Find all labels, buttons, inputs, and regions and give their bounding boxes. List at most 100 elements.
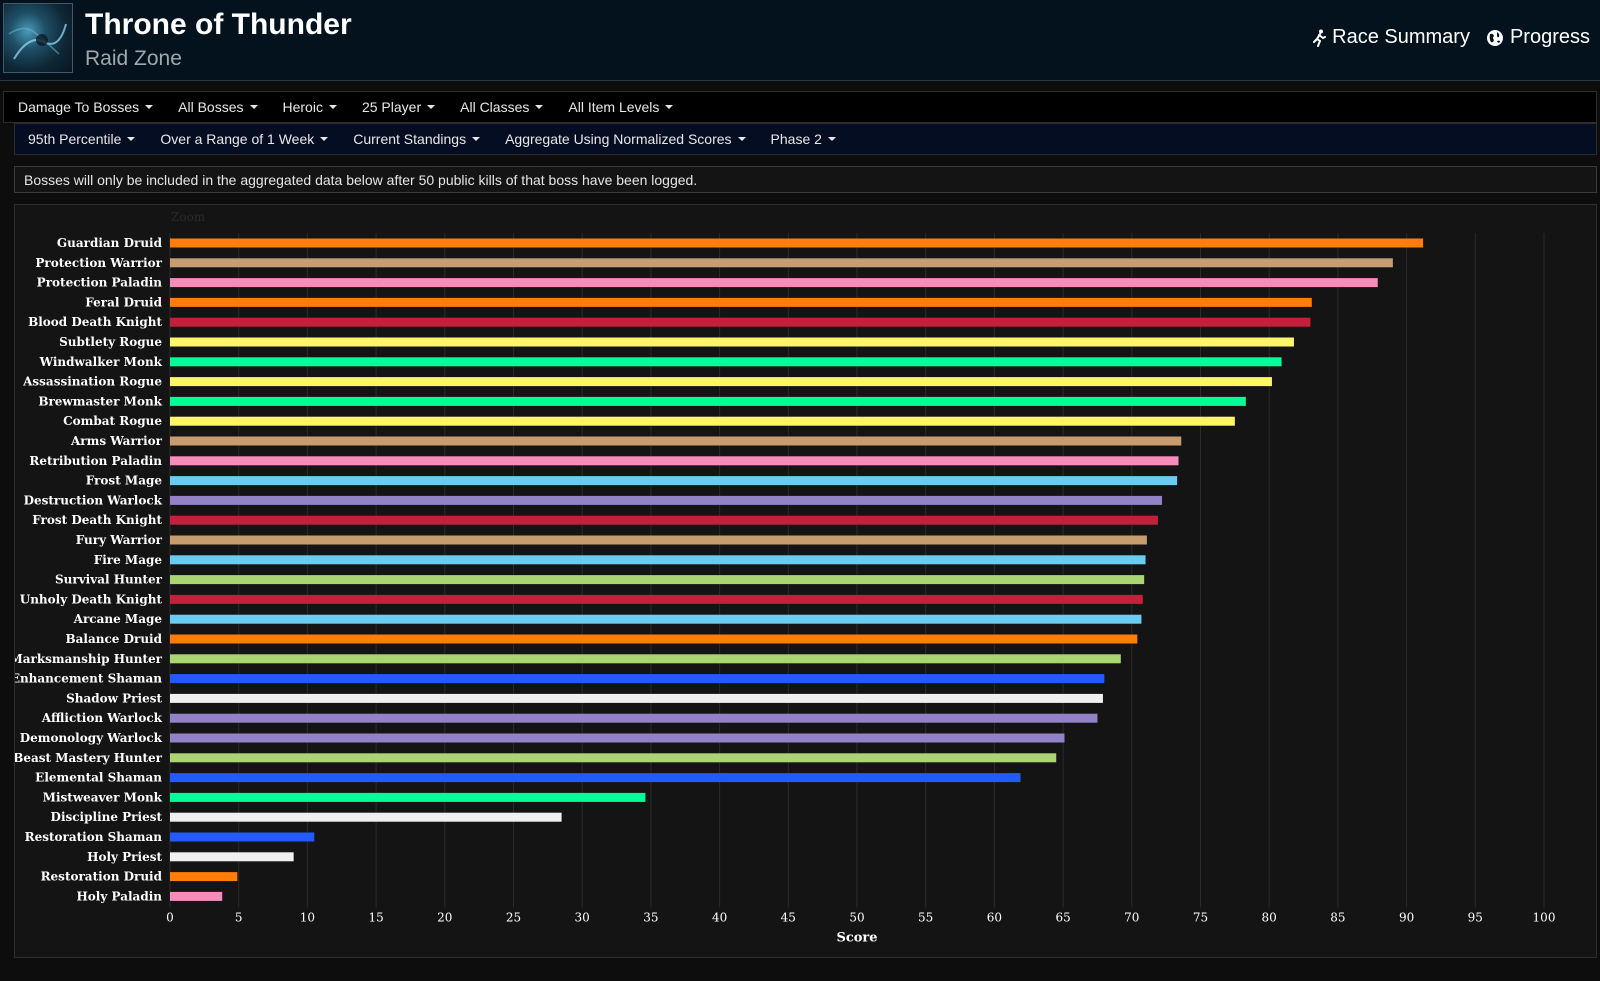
item-level-dropdown[interactable]: All Item Levels — [568, 99, 674, 115]
caret-down-icon — [535, 105, 544, 109]
bar[interactable] — [170, 812, 562, 822]
x-tick-label: 85 — [1330, 910, 1345, 924]
bar[interactable] — [170, 792, 646, 802]
bar-label: Discipline Priest — [51, 810, 163, 824]
bar[interactable] — [170, 594, 1143, 604]
bar[interactable] — [170, 515, 1158, 525]
runner-icon — [1312, 29, 1327, 47]
aggregate-dropdown-label: Aggregate Using Normalized Scores — [505, 131, 732, 147]
caret-down-icon — [249, 105, 258, 109]
bar[interactable] — [170, 456, 1179, 466]
notice-banner: Bosses will only be included in the aggr… — [14, 166, 1597, 193]
zone-icon — [3, 3, 73, 73]
bar-label: Beast Mastery Hunter — [15, 751, 163, 765]
bar-label: Restoration Shaman — [25, 830, 163, 844]
bar[interactable] — [170, 377, 1272, 387]
bar[interactable] — [170, 733, 1065, 743]
percentile-dropdown-label: 95th Percentile — [28, 131, 122, 147]
percentile-dropdown[interactable]: 95th Percentile — [28, 131, 136, 147]
x-tick-label: 65 — [1055, 910, 1070, 924]
bar[interactable] — [170, 852, 294, 862]
bar-label: Survival Hunter — [55, 573, 163, 587]
bar[interactable] — [170, 654, 1121, 664]
bar-label: Guardian Druid — [57, 236, 163, 250]
bar[interactable] — [170, 278, 1378, 288]
bar[interactable] — [170, 872, 238, 882]
class-dropdown-label: All Classes — [460, 99, 530, 115]
x-tick-label: 35 — [643, 910, 658, 924]
bar[interactable] — [170, 693, 1103, 703]
page-subtitle: Raid Zone — [85, 47, 182, 70]
bar-label: Protection Paladin — [37, 276, 163, 290]
x-axis-label: Score — [836, 930, 877, 945]
bar-label: Fire Mage — [94, 553, 163, 567]
bar[interactable] — [170, 297, 1312, 307]
x-tick-label: 80 — [1262, 910, 1277, 924]
size-dropdown[interactable]: 25 Player — [362, 99, 436, 115]
bar-label: Arcane Mage — [73, 612, 163, 626]
bar-label: Balance Druid — [66, 632, 163, 646]
range-dropdown[interactable]: Over a Range of 1 Week — [160, 131, 329, 147]
chart-panel: Zoom 0 5 10 15 20 25 30 35 40 45 50 55 60 65 70 75 80 85 90… — [14, 204, 1597, 958]
caret-down-icon — [320, 137, 329, 141]
caret-down-icon — [427, 105, 436, 109]
x-tick-label: 45 — [781, 910, 796, 924]
difficulty-dropdown[interactable]: Heroic — [283, 99, 337, 115]
boss-dropdown[interactable]: All Bosses — [178, 99, 258, 115]
standings-dropdown[interactable]: Current Standings — [353, 131, 481, 147]
bar-label: Frost Death Knight — [32, 513, 162, 527]
x-tick-label: 60 — [987, 910, 1002, 924]
aggregate-dropdown[interactable]: Aggregate Using Normalized Scores — [505, 131, 746, 147]
bar[interactable] — [170, 396, 1246, 406]
x-tick-label: 30 — [575, 910, 590, 924]
bar[interactable] — [170, 713, 1098, 723]
phase-dropdown[interactable]: Phase 2 — [771, 131, 836, 147]
bar-label: Affliction Warlock — [41, 711, 163, 725]
bar-label: Frost Mage — [86, 474, 163, 488]
caret-down-icon — [472, 137, 481, 141]
bar[interactable] — [170, 476, 1178, 486]
bar[interactable] — [170, 674, 1105, 684]
bar-label: Retribution Paladin — [29, 454, 162, 468]
bar-label: Mistweaver Monk — [43, 790, 163, 804]
x-tick-label: 90 — [1399, 910, 1414, 924]
bar[interactable] — [170, 535, 1147, 545]
bar-chart: Zoom 0 5 10 15 20 25 30 35 40 45 50 55 60 65 70 75 80 85 90… — [15, 210, 1555, 945]
bar[interactable] — [170, 337, 1294, 347]
bar-label: Combat Rogue — [63, 414, 162, 428]
x-tick-label: 75 — [1193, 910, 1208, 924]
bar[interactable] — [170, 357, 1282, 367]
race-summary-label: Race Summary — [1332, 26, 1470, 48]
bar[interactable] — [170, 575, 1145, 585]
x-tick-label: 50 — [849, 910, 864, 924]
bar[interactable] — [170, 614, 1142, 624]
bar[interactable] — [170, 238, 1424, 248]
bar[interactable] — [170, 555, 1146, 565]
bar-label: Feral Druid — [85, 295, 162, 309]
bar[interactable] — [170, 753, 1057, 763]
bar[interactable] — [170, 773, 1021, 783]
boss-dropdown-label: All Bosses — [178, 99, 244, 115]
difficulty-dropdown-label: Heroic — [282, 99, 323, 115]
filter-bar-primary: Damage To Bosses All Bosses Heroic 25 Pl… — [3, 91, 1597, 123]
bar[interactable] — [170, 495, 1163, 505]
bar[interactable] — [170, 436, 1182, 446]
bar-label: Shadow Priest — [66, 691, 162, 705]
class-dropdown[interactable]: All Classes — [460, 99, 544, 115]
progress-link[interactable]: Progress — [1486, 26, 1590, 49]
bar[interactable] — [170, 832, 315, 842]
bar[interactable] — [170, 258, 1393, 268]
x-tick-label: 15 — [368, 910, 383, 924]
bar[interactable] — [170, 317, 1311, 327]
caret-down-icon — [827, 137, 836, 141]
bar[interactable] — [170, 891, 223, 901]
race-summary-link[interactable]: Race Summary — [1312, 26, 1470, 49]
bar-label: Destruction Warlock — [24, 493, 163, 507]
metric-dropdown[interactable]: Damage To Bosses — [18, 99, 154, 115]
caret-down-icon — [145, 105, 154, 109]
bar[interactable] — [170, 416, 1235, 426]
bar[interactable] — [170, 634, 1138, 644]
bar-label: Assassination Rogue — [22, 375, 162, 389]
x-tick-label: 20 — [437, 910, 452, 924]
caret-down-icon — [127, 137, 136, 141]
